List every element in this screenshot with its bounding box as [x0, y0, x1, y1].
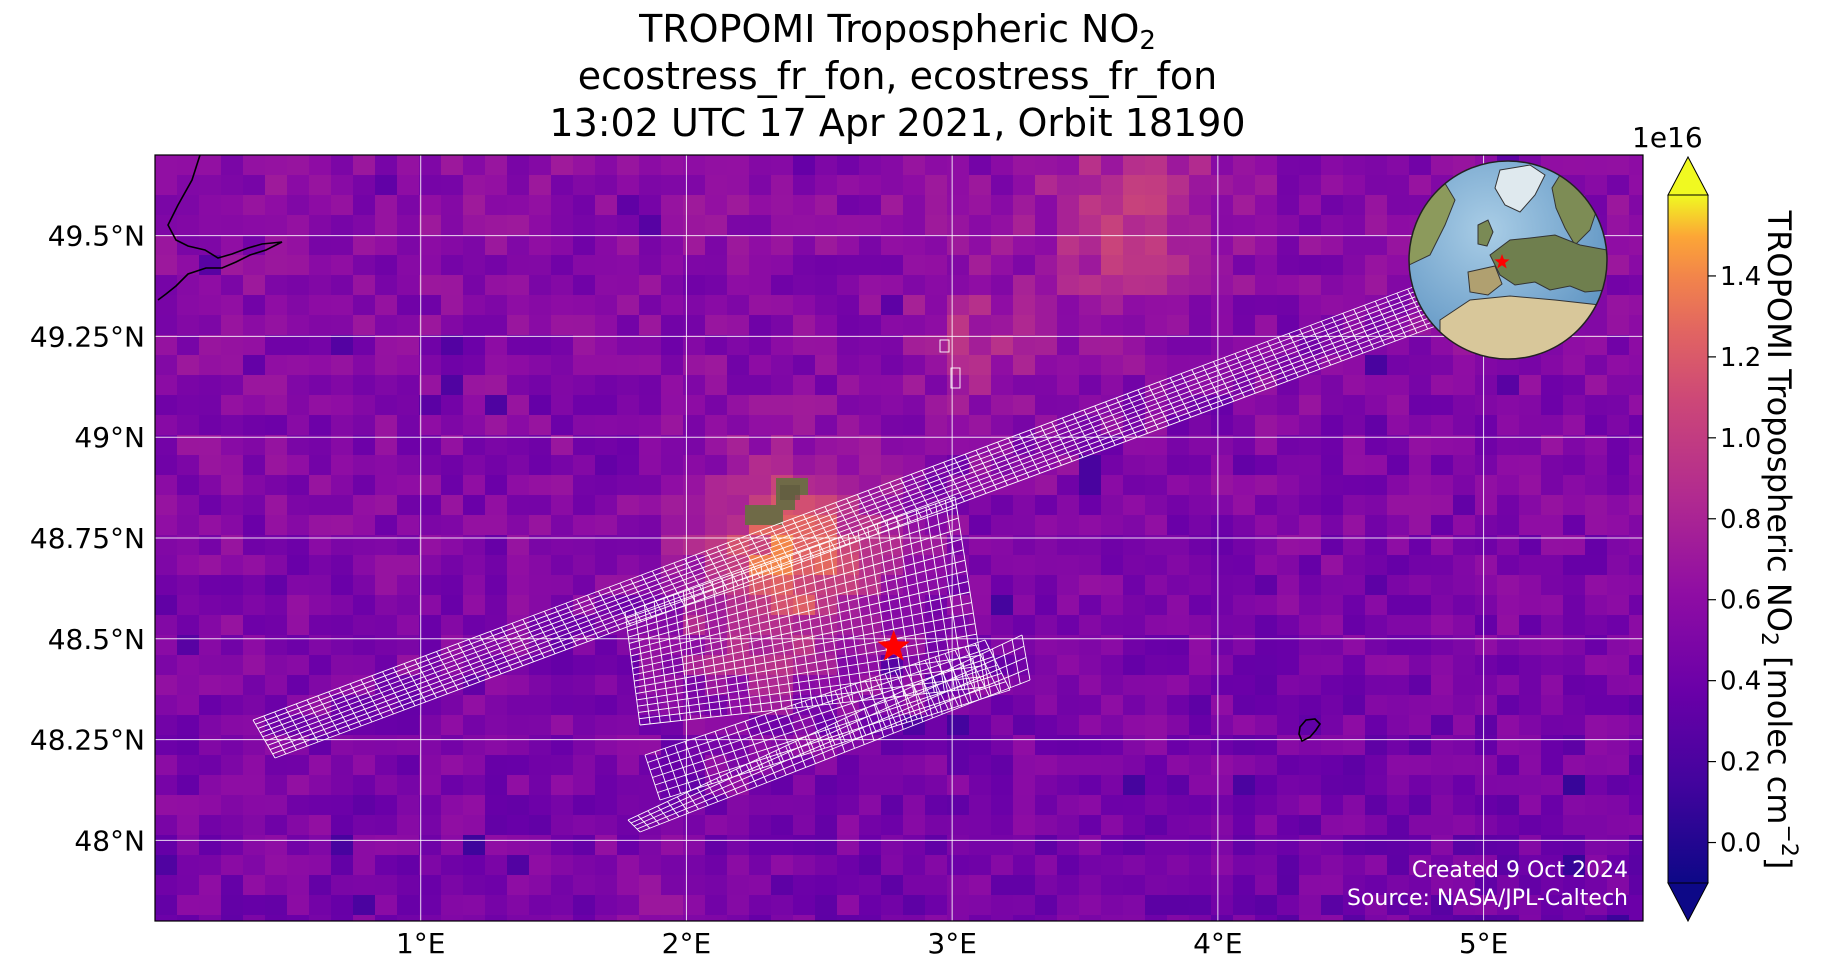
target-star-marker: [877, 629, 910, 661]
footnote-source: Source: NASA/JPL-Caltech: [1346, 886, 1628, 911]
colorbar-tick-label: 0.8: [1720, 505, 1761, 535]
longitude-tick-labels: 1°E 2°E 3°E 4°E 5°E: [396, 927, 1508, 960]
colorbar-scale-exponent: 1e16: [1632, 121, 1703, 154]
colorbar-label: TROPOMI Tropospheric NO2 [molec cm−2]: [1756, 210, 1801, 870]
colorbar-tick-label: 0.0: [1720, 829, 1761, 859]
lat-tick-label: 49.25°N: [30, 320, 145, 353]
lat-tick-label: 48.75°N: [30, 522, 145, 555]
colorbar-extend-top: [1667, 155, 1709, 196]
colorbar-extend-bottom: [1667, 882, 1709, 923]
lon-tick-label: 3°E: [927, 927, 977, 960]
colorbar-label-text: TROPOMI Tropospheric NO: [1760, 210, 1798, 632]
colorbar-tick-label: 0.6: [1720, 586, 1761, 616]
lake-outline: [1298, 718, 1322, 743]
map-frame: [154, 154, 1644, 922]
coastline: [157, 155, 1322, 743]
colorbar-label-close: ]: [1760, 856, 1798, 870]
gap-patch: [745, 478, 808, 525]
title-line-1: TROPOMI Tropospheric NO2: [155, 6, 1640, 56]
globe-iberia: [1467, 265, 1503, 296]
coastline-channel: [157, 155, 283, 301]
colorbar-label-sup: −2: [1776, 824, 1801, 857]
lat-tick-label: 48.25°N: [30, 724, 145, 757]
colorbar-tick-label: 1.4: [1720, 262, 1761, 292]
title-line-2: ecostress_fr_fon, ecostress_fr_fon: [577, 54, 1218, 98]
chart-title: TROPOMI Tropospheric NO2 ecostress_fr_fo…: [155, 6, 1640, 147]
lon-tick-label: 5°E: [1459, 927, 1509, 960]
footnote-created: Created 9 Oct 2024: [1411, 858, 1628, 883]
lon-tick-label: 2°E: [662, 927, 712, 960]
lon-tick-label: 4°E: [1193, 927, 1243, 960]
colorbar-tick-label: 1.2: [1720, 343, 1761, 373]
inset-globe: [1408, 160, 1608, 360]
gridlines: [155, 155, 1643, 921]
colorbar-gradient: [1667, 194, 1709, 884]
colorbar-ticks: 0.0 0.2 0.4 0.6 0.8 1.0 1.2 1.4: [1708, 262, 1761, 859]
observation-swath: [252, 276, 1461, 833]
lat-tick-label: 49.5°N: [48, 220, 145, 253]
globe-location-marker: [1494, 254, 1510, 269]
colorbar-tick-label: 1.0: [1720, 424, 1761, 454]
globe-british-isles: [1477, 219, 1494, 247]
lat-tick-label: 49°N: [74, 421, 145, 454]
colorbar: 0.0 0.2 0.4 0.6 0.8 1.0 1.2 1.4: [1667, 155, 1761, 923]
colorbar-tick-label: 0.2: [1720, 748, 1761, 778]
title-subscript: 2: [1139, 26, 1156, 56]
globe-greenland: [1494, 164, 1546, 213]
title-line-3: 13:02 UTC 17 Apr 2021, Orbit 18190: [549, 101, 1246, 145]
title-text: TROPOMI Tropospheric NO: [639, 7, 1140, 51]
lon-tick-label: 1°E: [396, 927, 446, 960]
lat-tick-label: 48.5°N: [48, 623, 145, 656]
colorbar-tick-label: 0.4: [1720, 667, 1761, 697]
colorbar-label-sub: 2: [1756, 631, 1781, 646]
colorbar-label-units: [molec cm: [1760, 645, 1798, 825]
lat-tick-label: 48°N: [74, 824, 145, 857]
globe-europe: [1489, 234, 1607, 293]
latitude-tick-labels: 49.5°N 49.25°N 49°N 48.75°N 48.5°N 48.25°N 48°…: [30, 220, 145, 858]
no2-map: [154, 154, 1644, 922]
